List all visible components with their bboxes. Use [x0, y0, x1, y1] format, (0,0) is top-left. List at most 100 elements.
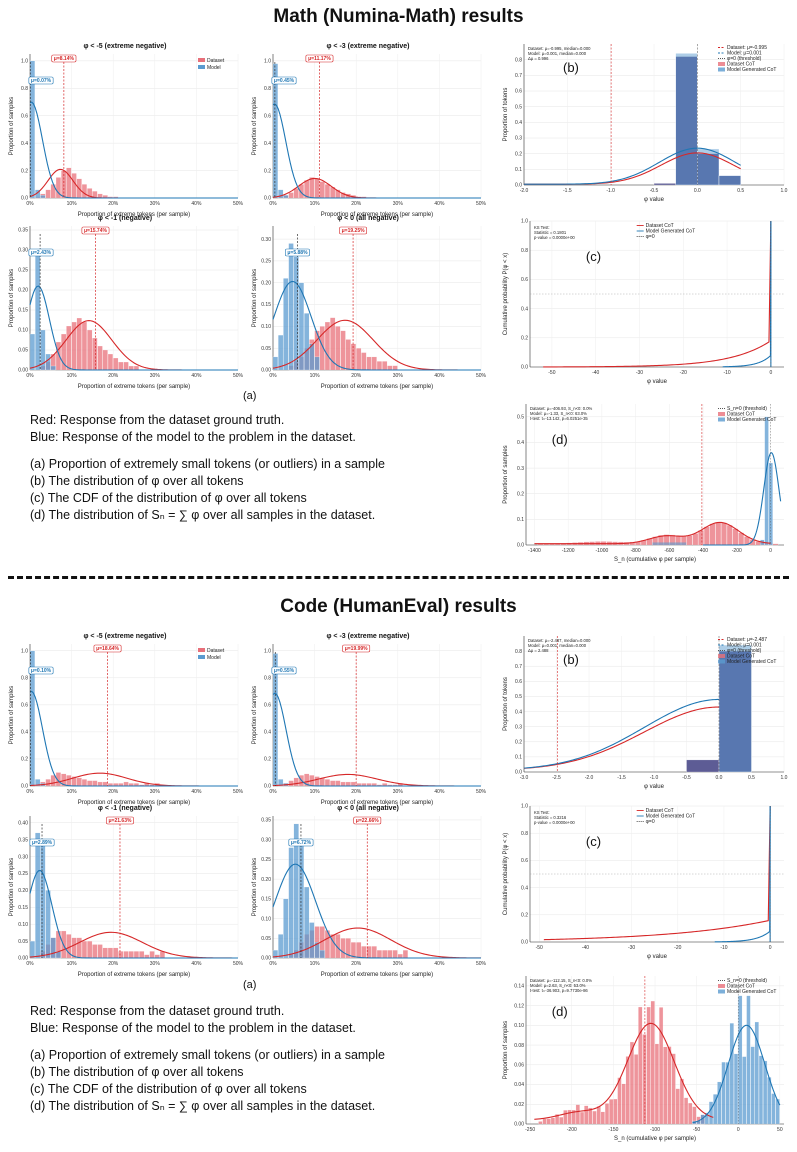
mu-dataset-label: μ=22.66% — [356, 818, 379, 824]
dataset-bar — [340, 330, 346, 371]
legend-swatch-model — [198, 655, 205, 659]
dataset-bar — [638, 1006, 643, 1125]
model-bar — [293, 823, 299, 959]
x-tick-label: 0.0 — [694, 188, 701, 194]
dataset-bar — [50, 775, 56, 787]
dataset-bar — [646, 1006, 651, 1125]
x-tick-label: 40% — [434, 201, 445, 207]
dataset-bar — [293, 777, 299, 787]
legend-label: Dataset: μ=-2.487 — [727, 637, 767, 643]
x-tick-label: 0.0 — [716, 775, 723, 781]
x-tick-label: 30% — [393, 201, 404, 207]
dataset-bar — [319, 181, 325, 199]
dataset-bar — [61, 333, 67, 371]
model-kde-line — [29, 101, 238, 199]
histogram-bar — [718, 644, 752, 773]
model-bar — [717, 1081, 722, 1125]
x-tick-label: 0.5 — [737, 188, 744, 194]
y-tick-label: 0.2 — [264, 757, 271, 763]
legend-label: Model Generated CoT — [727, 989, 776, 995]
dataset-bar — [330, 934, 336, 959]
x-tick-label: 40% — [434, 789, 445, 795]
dataset-bar — [663, 1046, 668, 1125]
y-axis-label: Proportion of tokens — [503, 88, 509, 142]
stats-text: p-value = 0.0000e+00 — [534, 820, 575, 825]
dataset-bar — [149, 951, 155, 959]
dataset-bar — [113, 357, 119, 371]
model-kde-line — [272, 280, 481, 371]
y-tick-label: 0.0 — [515, 183, 522, 189]
y-tick-label: 0.3 — [515, 136, 522, 142]
dataset-bar — [330, 317, 336, 371]
dataset-bar — [567, 1109, 572, 1125]
dataset-bar — [304, 180, 310, 199]
chart-math-d: 0.0 0.1 0.2 0.3 0.4 0.5 -1400 -1200 -1000 -800 -60… — [500, 398, 790, 563]
dataset-bar — [304, 773, 310, 787]
x-tick-label: 0% — [269, 789, 277, 795]
note-item: (a) Proportion of extremely small tokens… — [30, 457, 385, 471]
y-axis-label: Proportion of samples — [503, 1021, 509, 1079]
x-tick-label: 40% — [434, 373, 445, 379]
dataset-bar — [732, 528, 739, 546]
model-kde-line — [523, 698, 720, 769]
y-tick-label: 0.4 — [517, 440, 524, 446]
dataset-bar — [625, 1056, 630, 1125]
dataset-bar — [604, 1103, 610, 1125]
y-axis-label: Proportion of samples — [252, 269, 258, 327]
dataset-bar — [345, 938, 351, 959]
y-axis-label: Proportion of samples — [9, 97, 15, 155]
y-tick-label: 0.2 — [21, 168, 28, 174]
panel-tag: (b) — [563, 652, 579, 667]
dataset-bar — [371, 946, 377, 959]
model-bar — [775, 1098, 780, 1125]
dataset-bar — [575, 1104, 580, 1125]
legend-label-model: Model — [207, 65, 221, 71]
legend-label: Model Generated CoT — [646, 814, 695, 820]
x-tick-label: -1400 — [528, 548, 541, 554]
x-tick-label: -30 — [636, 370, 643, 376]
x-axis-label: S_n (cumulative φ per sample) — [614, 1136, 696, 1142]
y-tick-label: 0.30 — [261, 237, 271, 243]
model-bar — [283, 898, 289, 959]
x-tick-label: 30% — [393, 789, 404, 795]
y-tick-label: 1.0 — [264, 648, 271, 654]
dataset-bar — [335, 780, 341, 787]
y-tick-label: 0.35 — [18, 228, 28, 234]
x-tick-label: -20 — [680, 370, 687, 376]
dataset-bar — [55, 341, 62, 371]
mu-dataset-label: μ=21.63% — [109, 818, 132, 824]
y-tick-label: 0.1 — [515, 167, 522, 173]
y-tick-label: 0.7 — [515, 664, 522, 670]
legend-label: Dataset CoT — [727, 412, 755, 418]
note-item: (d) The distribution of Sₙ = ∑ φ over al… — [30, 1099, 376, 1113]
x-axis-label: φ value — [644, 197, 665, 203]
dataset-bar — [613, 1098, 618, 1125]
model-bar — [278, 334, 284, 371]
y-tick-label: 0.0 — [521, 365, 528, 371]
dataset-bar — [133, 951, 140, 959]
model-bar — [278, 934, 284, 959]
dataset-bar — [559, 1116, 564, 1125]
note-item: (b) The distribution of φ over all token… — [30, 474, 244, 488]
fig-a-label-code: (a) — [243, 979, 257, 991]
dataset-bar — [102, 947, 108, 959]
dataset-bar — [609, 1099, 614, 1125]
model-bar — [29, 940, 36, 959]
y-tick-label: 0.4 — [264, 141, 271, 147]
y-tick-label: 0.25 — [261, 857, 271, 863]
dataset-bar — [55, 772, 62, 787]
y-tick-label: 0.5 — [517, 415, 524, 421]
y-tick-label: 0.4 — [21, 141, 28, 147]
y-tick-label: 0.1 — [515, 755, 522, 761]
y-axis-label: Proportion of samples — [9, 269, 15, 327]
model-bar — [40, 842, 46, 959]
dataset-bar — [76, 937, 82, 959]
dataset-bar — [629, 1041, 635, 1125]
x-axis-label: φ value — [644, 784, 665, 790]
legend-swatch — [718, 417, 725, 422]
dataset-kde-line — [534, 1022, 714, 1120]
mu-dataset-label-box — [339, 226, 367, 235]
x-axis-label: Proportion of extreme tokens (per sample… — [78, 972, 190, 978]
model-kde-line — [272, 692, 481, 787]
dataset-bar — [314, 178, 320, 199]
